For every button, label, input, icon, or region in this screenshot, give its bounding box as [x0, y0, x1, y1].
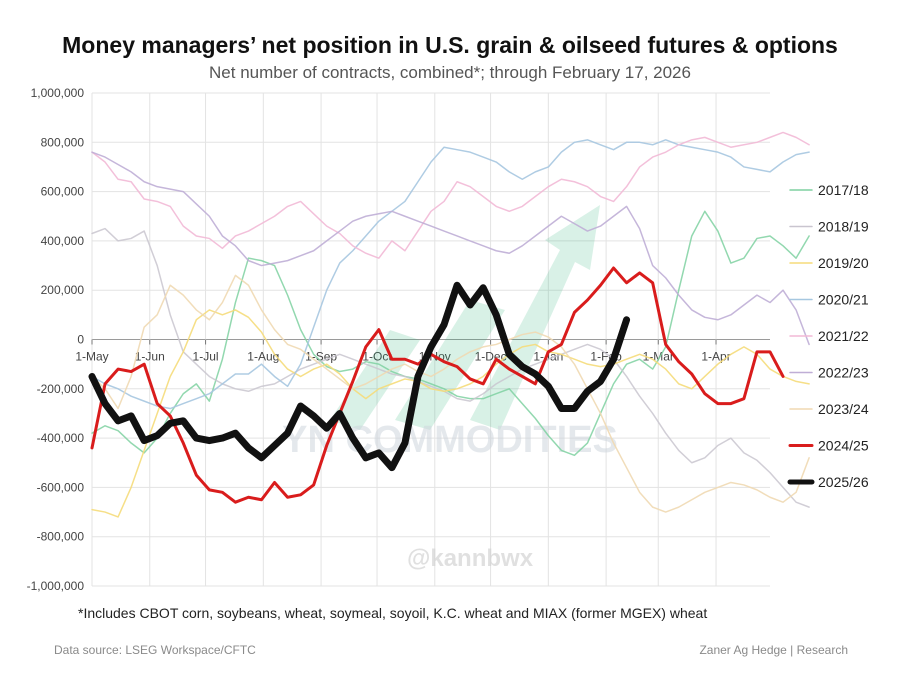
series-line-2020-21	[91, 139, 810, 410]
y-tick-label: 200,000	[41, 283, 85, 297]
x-tick-label: 1-Apr	[701, 350, 730, 364]
legend-label: 2019/20	[818, 255, 869, 271]
legend: 2017/18 2018/19 2019/20 2020/21 2021/22 2022/…	[787, 182, 869, 490]
x-tick-label: 1-Jul	[193, 350, 219, 364]
footnote: *Includes CBOT corn, soybeans, wheat, so…	[78, 605, 707, 621]
y-tick-label: -200,000	[37, 382, 85, 396]
legend-label: 2020/21	[818, 292, 869, 308]
series-line-2019-20	[91, 309, 810, 518]
y-tick-label: -800,000	[37, 530, 85, 544]
x-tick-label: 1-Mar	[643, 350, 674, 364]
x-tick-label: 1-Oct	[362, 350, 392, 364]
attribution: Zaner Ag Hedge | Research	[699, 643, 848, 657]
legend-label: 2021/22	[818, 328, 869, 344]
y-tick-label: 800,000	[41, 135, 85, 149]
legend-label: 2024/25	[818, 438, 869, 454]
x-tick-label: 1-May	[75, 350, 108, 364]
legend-label: 2018/19	[818, 219, 869, 235]
y-tick-label: 0	[77, 333, 84, 347]
y-tick-label: -600,000	[37, 480, 85, 494]
series-line-2021-22	[91, 131, 810, 259]
y-tick-label: 400,000	[41, 234, 85, 248]
data-source: Data source: LSEG Workspace/CFTC	[54, 643, 256, 657]
chart-title: Money managers’ net position in U.S. gra…	[62, 32, 838, 58]
series-line-2018-19	[91, 227, 810, 508]
series-line-2024-25	[90, 266, 785, 504]
watermark-text: YN COMMODITIES	[282, 419, 618, 461]
y-tick-label: 600,000	[41, 185, 85, 199]
y-tick-label: -400,000	[37, 431, 85, 445]
legend-label: 2025/26	[818, 474, 869, 490]
series-layer	[88, 131, 810, 518]
series-line-2022-23	[91, 151, 810, 346]
series-line-2025-26	[88, 281, 631, 472]
legend-label: 2022/23	[818, 365, 869, 381]
y-tick-label: -1,000,000	[27, 579, 85, 593]
y-tick-label: 1,000,000	[31, 86, 85, 100]
legend-label: 2023/24	[818, 401, 869, 417]
legend-label: 2017/18	[818, 182, 869, 198]
x-tick-label: 1-Aug	[247, 350, 279, 364]
x-tick-label: 1-Jun	[135, 350, 165, 364]
chart-subtitle: Net number of contracts, combined*; thro…	[209, 63, 691, 82]
series-line-2017-18	[91, 210, 810, 457]
watermark-handle: @kannbwx	[407, 545, 534, 572]
